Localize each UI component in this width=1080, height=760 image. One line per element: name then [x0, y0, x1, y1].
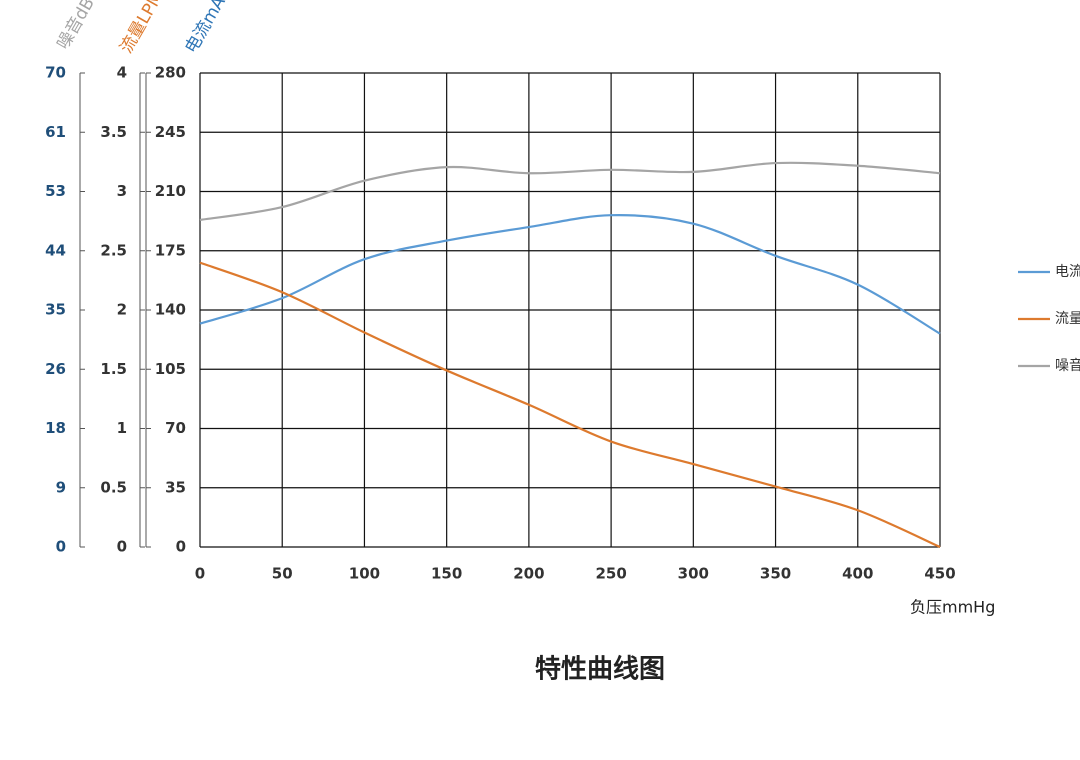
y2-tick-label: 1.5: [100, 360, 127, 378]
x-tick-label: 150: [431, 565, 462, 583]
series-line: [199, 161, 941, 222]
x-tick-label: 450: [924, 565, 955, 583]
x-tick-label: 350: [760, 565, 791, 583]
y2-tick-label: 0: [117, 538, 127, 556]
y-tick-label: 105: [155, 360, 186, 378]
y-tick-label: 280: [155, 64, 186, 82]
x-tick-label: 200: [513, 565, 544, 583]
y3-tick-label: 61: [45, 123, 66, 141]
y-tick-label: 70: [165, 419, 186, 437]
chart-title: 特性曲线图: [535, 654, 665, 685]
y-tick-label: 0: [176, 538, 186, 556]
x-tick-label: 100: [349, 565, 380, 583]
series-line: [199, 261, 941, 549]
y-tick-label: 35: [165, 478, 186, 496]
x-axis-title: 负压mmHg: [910, 598, 995, 617]
y-axis-title: 电流mA: [181, 0, 230, 57]
y-tick-label: 175: [155, 241, 186, 259]
legend-label: 电流mA: [1055, 264, 1080, 280]
y2-tick-label: 4: [117, 64, 127, 82]
x-tick-label: 400: [842, 565, 873, 583]
y3-tick-label: 70: [45, 64, 66, 82]
y3-tick-label: 9: [56, 478, 66, 496]
series-line: [199, 214, 941, 335]
x-tick-label: 0: [195, 565, 205, 583]
y-tick-label: 140: [155, 301, 186, 319]
legend-label: 噪音dB: [1055, 357, 1080, 374]
x-tick-label: 50: [272, 565, 293, 583]
y3-tick-label: 53: [45, 182, 66, 200]
y3-tick-label: 35: [45, 301, 66, 319]
y3-tick-label: 18: [45, 419, 66, 437]
x-tick-label: 300: [678, 565, 709, 583]
y2-tick-label: 0.5: [100, 478, 127, 496]
y3-tick-label: 0: [56, 538, 66, 556]
y-tick-label: 210: [155, 182, 186, 200]
legend-label: 流量LPM: [1055, 311, 1080, 327]
y2-tick-label: 3.5: [100, 123, 127, 141]
y2-tick-label: 2.5: [100, 241, 127, 259]
y3-tick-label: 44: [45, 241, 66, 259]
y2-tick-label: 1: [117, 419, 127, 437]
x-tick-label: 250: [595, 565, 626, 583]
y2-tick-label: 3: [117, 182, 127, 200]
y3-axis-title: 噪音dB: [53, 0, 99, 53]
y-tick-label: 245: [155, 123, 186, 141]
y2-axis-title: 流量LPM: [116, 0, 168, 57]
y3-tick-label: 26: [45, 360, 66, 378]
y2-tick-label: 2: [117, 301, 127, 319]
